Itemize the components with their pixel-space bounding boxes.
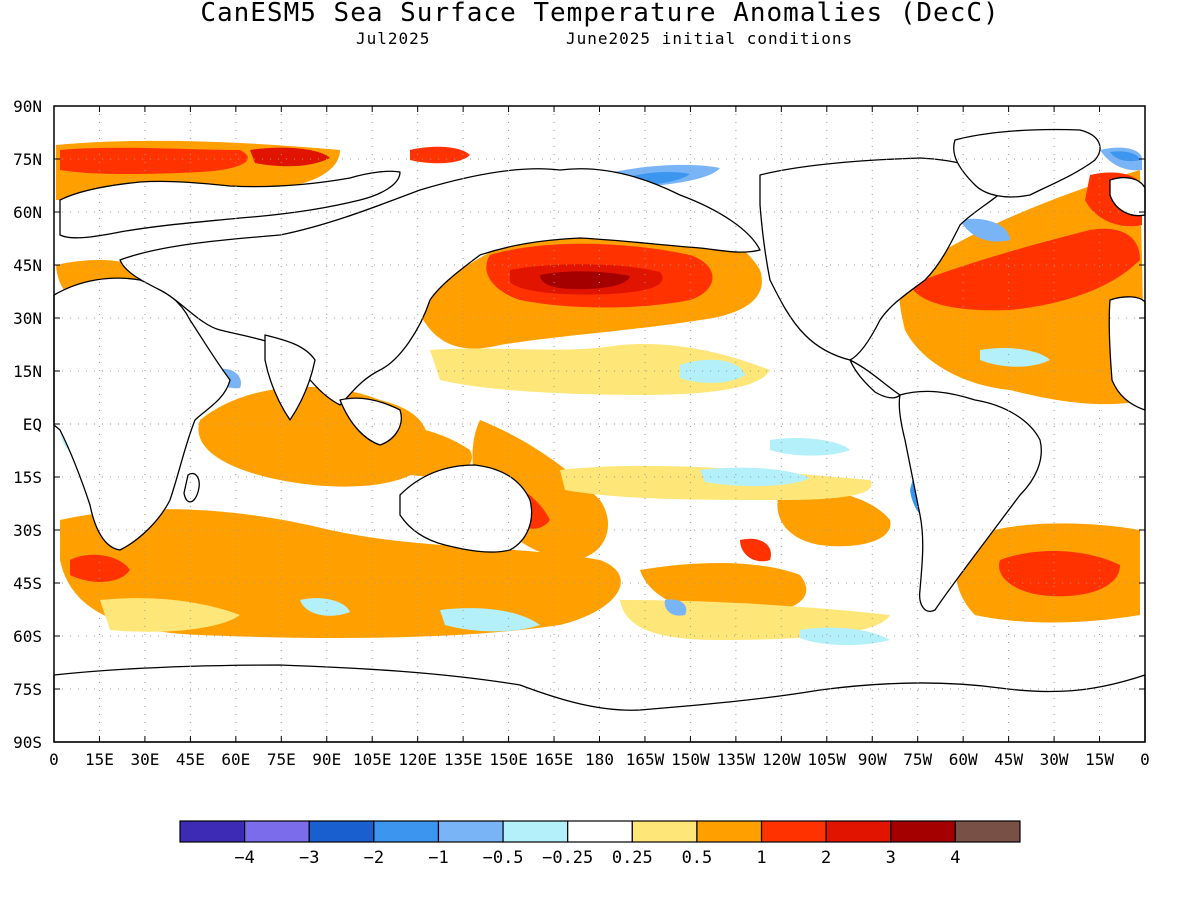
colorbar-label: −3 xyxy=(299,848,319,868)
map-title: CanESM5 Sea Surface Temperature Anomalie… xyxy=(200,0,1000,28)
lat-label: 30S xyxy=(13,521,42,540)
india xyxy=(264,334,316,421)
lon-label: 180 xyxy=(585,750,614,769)
lon-label: 75E xyxy=(267,750,296,769)
lat-label: 60S xyxy=(13,627,42,646)
lon-label: 30E xyxy=(130,750,159,769)
lon-label: 75W xyxy=(903,750,932,769)
colorbar-swatch xyxy=(437,820,504,843)
colorbar-swatch xyxy=(308,820,375,843)
colorbar-swatch xyxy=(890,820,956,843)
lat-label: 30N xyxy=(13,309,42,328)
colorbar-swatch xyxy=(244,820,310,843)
lon-label: 120E xyxy=(398,750,437,769)
colorbar-swatch xyxy=(954,820,1021,843)
lat-label: 90S xyxy=(13,733,42,752)
lon-label: 150E xyxy=(489,750,528,769)
lat-label: 75S xyxy=(13,680,42,699)
lon-label: 90W xyxy=(858,750,887,769)
colorbar-swatch xyxy=(567,820,633,843)
colorbar-swatch xyxy=(696,820,763,843)
lon-label: 60W xyxy=(949,750,978,769)
colorbar-label: 4 xyxy=(950,848,960,868)
lat-label: 45N xyxy=(13,256,42,275)
lon-label: 120W xyxy=(762,750,801,769)
colorbar-label: 3 xyxy=(886,848,896,868)
colorbar-label: −0.5 xyxy=(483,848,524,868)
lon-label: 15E xyxy=(85,750,114,769)
australia xyxy=(399,464,533,553)
lon-label: 90E xyxy=(312,750,341,769)
colorbar-label: 0.25 xyxy=(612,848,653,868)
colorbar-labels: −4 −3 −2 −1 −0.5 −0.25 0.25 0.5 1 2 3 4 xyxy=(234,848,960,868)
lon-label: 0 xyxy=(1140,750,1150,769)
southeast-asia xyxy=(339,397,402,446)
lat-label: 15S xyxy=(13,468,42,487)
colorbar-label: −1 xyxy=(428,848,448,868)
colorbar-swatch xyxy=(631,820,698,843)
central-america xyxy=(849,359,901,399)
lon-label: 45W xyxy=(994,750,1023,769)
colorbar-swatch xyxy=(825,820,892,843)
lat-label: EQ xyxy=(23,415,42,434)
colorbar xyxy=(179,820,1021,843)
lon-label: 135W xyxy=(717,750,756,769)
lon-label: 135E xyxy=(444,750,483,769)
subtitle-month: Jul2025 xyxy=(356,29,431,48)
lon-label: 165W xyxy=(626,750,665,769)
lon-label: 0 xyxy=(49,750,59,769)
latitude-labels: 90N 75N 60N 45N 30N 15N EQ 15S 30S 45S 60S 75S 90S xyxy=(13,97,42,752)
colorbar-label: 0.5 xyxy=(682,848,713,868)
colorbar-swatch xyxy=(373,820,440,843)
lat-label: 60N xyxy=(13,203,42,222)
europe-east-atlantic xyxy=(1108,296,1146,411)
lon-label: 15W xyxy=(1085,750,1114,769)
anomaly-darkred-areas xyxy=(540,271,630,290)
colorbar-swatch xyxy=(760,820,827,843)
lon-label: 105W xyxy=(808,750,847,769)
lat-label: 75N xyxy=(13,150,42,169)
colorbar-label: −2 xyxy=(364,848,384,868)
subtitle-initial-conditions: June2025 initial conditions xyxy=(566,29,854,48)
anomaly-field xyxy=(56,140,1145,646)
lon-label: 105E xyxy=(353,750,392,769)
lat-label: 15N xyxy=(13,362,42,381)
colorbar-label: −4 xyxy=(234,848,254,868)
greenland xyxy=(953,128,1101,198)
colorbar-label: −0.25 xyxy=(542,848,593,868)
anomaly-lightcyan-areas xyxy=(60,348,1050,646)
map-frame xyxy=(53,105,1146,743)
anomaly-orange-areas xyxy=(56,140,1145,638)
lon-label: 30W xyxy=(1040,750,1069,769)
lon-label: 150W xyxy=(671,750,710,769)
south-america xyxy=(898,390,1042,612)
lon-label: 45E xyxy=(176,750,205,769)
lat-label: 90N xyxy=(13,97,42,116)
colorbar-label: 1 xyxy=(756,848,766,868)
madagascar xyxy=(183,472,200,503)
scandinavia-arctic-europe xyxy=(59,170,401,239)
lat-label: 45S xyxy=(13,574,42,593)
north-america xyxy=(759,157,1011,361)
lon-label: 60E xyxy=(221,750,250,769)
colorbar-swatch xyxy=(502,820,569,843)
colorbar-label: 2 xyxy=(821,848,831,868)
lon-label: 165E xyxy=(535,750,574,769)
longitude-labels: 0 15E 30E 45E 60E 75E 90E 105E 120E 135E 150E 165E 1… xyxy=(49,750,1150,769)
colorbar-swatch xyxy=(179,820,246,843)
